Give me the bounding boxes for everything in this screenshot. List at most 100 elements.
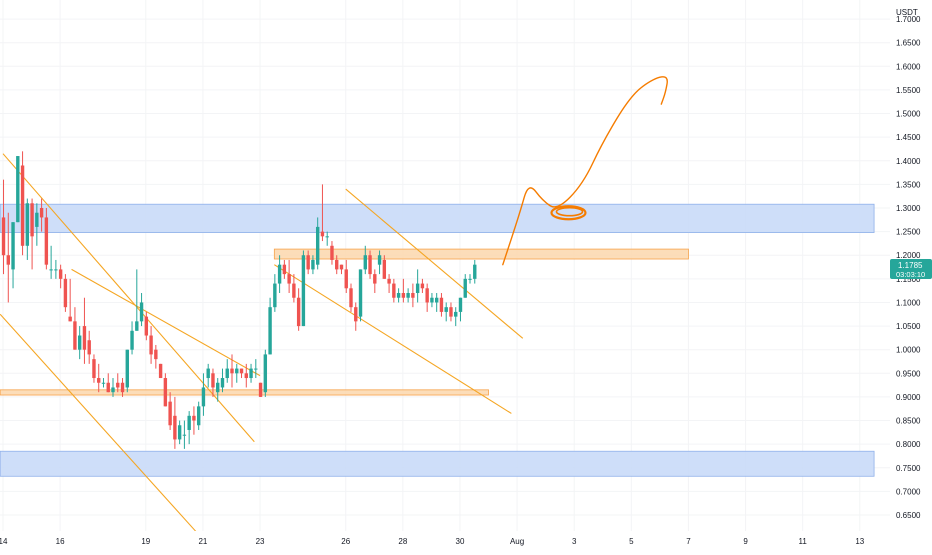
candle-up [77, 335, 82, 350]
time-tick-label: 19 [141, 537, 150, 546]
candle-down [6, 255, 10, 265]
candle-down [149, 335, 153, 355]
candle-down [192, 415, 196, 421]
candle-up [444, 307, 448, 312]
candle-down [349, 288, 353, 308]
target-circle-marker [550, 205, 587, 221]
price-tick-label: 1.6000 [896, 62, 921, 71]
candle-down [20, 165, 25, 246]
target-circle-inner [555, 206, 584, 217]
candle-down [354, 307, 358, 322]
candle-down [68, 316, 72, 322]
time-tick-label: Aug [510, 537, 524, 546]
time-tick-label: 28 [398, 537, 407, 546]
time-tick-label: 7 [686, 537, 691, 546]
candle-up [235, 368, 239, 374]
candle-up [125, 349, 129, 388]
candle-up [315, 226, 320, 265]
support-zone [0, 389, 489, 396]
grid [0, 0, 890, 531]
price-tick-label: 1.2500 [896, 228, 921, 237]
candle-down [144, 316, 149, 336]
price-tick-label: 0.7000 [896, 487, 921, 496]
price-tick-label: 0.9000 [896, 393, 921, 402]
candle-down [230, 368, 234, 374]
time-axis-background [0, 531, 932, 550]
candle-down [411, 293, 415, 298]
channel-line [274, 264, 512, 414]
channel-lines [0, 153, 524, 534]
candle-down [30, 203, 34, 237]
candle-up [216, 382, 220, 393]
price-tick-label: 1.6500 [896, 39, 921, 48]
channel-line [345, 188, 524, 339]
candle-down [339, 264, 344, 270]
candle-up [54, 269, 58, 271]
time-tick-label: 14 [0, 537, 8, 546]
candle-up [249, 368, 253, 379]
candle-down [368, 255, 372, 275]
candle-down [373, 274, 377, 284]
candle-up [377, 255, 382, 265]
candle-down [63, 278, 68, 308]
candle-up [25, 203, 30, 246]
candle-down [73, 321, 77, 350]
price-tick-label: 0.9500 [896, 369, 921, 378]
candle-up [49, 269, 53, 271]
candle-down [439, 297, 444, 312]
price-tick-label: 1.3500 [896, 180, 921, 189]
candle-down [387, 278, 391, 284]
supply-zone [273, 248, 689, 260]
candle-up [301, 255, 306, 327]
candle-up [182, 434, 187, 436]
price-tick-label: 1.0500 [896, 322, 921, 331]
candle-up [463, 278, 467, 298]
candle-up [325, 236, 329, 238]
candles [1, 151, 477, 449]
candle-down [292, 283, 296, 298]
candle-down [382, 259, 387, 279]
candle-down [92, 359, 96, 379]
candle-up [458, 297, 463, 312]
candle-down [82, 326, 87, 350]
candle-up [11, 222, 15, 270]
time-tick-label: 23 [256, 537, 265, 546]
candle-down [425, 288, 429, 303]
time-tick-label: 21 [198, 537, 207, 546]
candle-down [163, 378, 168, 407]
time-tick-label: 11 [799, 537, 808, 546]
candle-down [449, 307, 453, 317]
candle-down [282, 264, 287, 275]
price-tick-label: 1.1500 [896, 275, 921, 284]
demand-zone [0, 450, 875, 477]
time-tick-label: 26 [341, 537, 350, 546]
candle-up [130, 330, 134, 350]
price-axis: 1.7000 1.6500 1.6000 1.5500 1.5000 1.4500 1.40… [896, 15, 921, 520]
candle-up [363, 255, 367, 270]
candle-up [16, 156, 20, 223]
candle-down [320, 231, 325, 237]
candle-up [196, 406, 201, 426]
candle-down [97, 378, 101, 383]
candle-up [415, 283, 420, 294]
candle-down [211, 373, 215, 388]
price-tick-label: 1.1000 [896, 298, 921, 307]
price-tick-label: 0.7500 [896, 464, 921, 473]
time-axis: 14 16 19 21 23 26 28 30 Aug 3 5 7 9 11 13 [0, 537, 865, 546]
candle-up [358, 269, 363, 317]
last-price-countdown: 03:03:10 [896, 270, 925, 279]
last-price-value: 1.1785 [898, 261, 923, 270]
candle-down [344, 269, 348, 289]
candle-down [173, 415, 177, 440]
last-price-badge [890, 259, 932, 279]
candle-down [335, 259, 339, 270]
candle-down [258, 382, 263, 397]
candle-up [396, 293, 401, 298]
candle-up [263, 354, 268, 393]
candle-up [268, 307, 272, 355]
candle-up [454, 311, 458, 317]
price-tick-label: 0.8000 [896, 440, 921, 449]
candle-down [306, 255, 310, 270]
price-tick-label: 0.6500 [896, 511, 921, 520]
